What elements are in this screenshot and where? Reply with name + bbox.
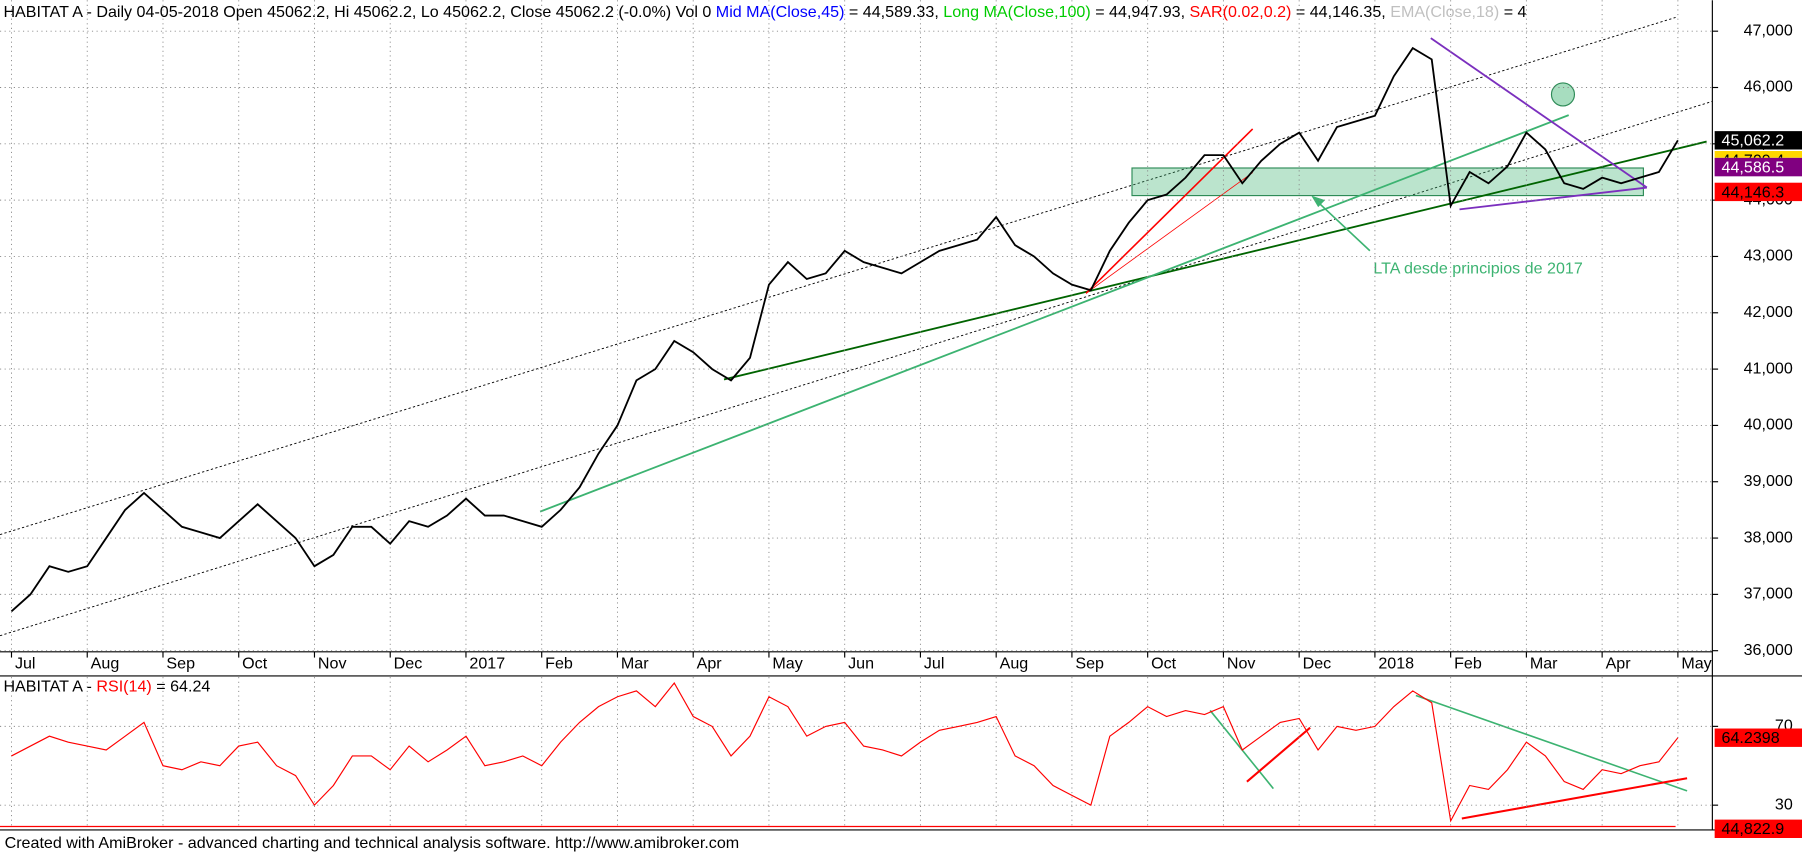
trendline-purple [1430, 37, 1648, 189]
x-tick-label: May [1681, 655, 1711, 673]
x-tick-label: Feb [545, 655, 573, 673]
y-tick-label: 46,000 [1744, 78, 1793, 96]
x-tick-label: Mar [1530, 655, 1558, 673]
title-segment: RSI(14) [96, 678, 151, 696]
x-tick-label: Sep [1075, 655, 1104, 673]
lta-trendline [539, 114, 1570, 513]
price-flag-label: 45,062.2 [1722, 132, 1785, 150]
x-tick-label: Nov [1227, 655, 1256, 673]
price-flag-label: 44,146.3 [1722, 183, 1785, 201]
y-tick-label: 47,000 [1744, 21, 1793, 39]
x-tick-label: 2018 [1378, 655, 1414, 673]
x-tick-label: Sep [166, 655, 195, 673]
series-line [11, 681, 1679, 823]
price-flag [1714, 182, 1802, 202]
y-tick-label: 42,000 [1744, 303, 1793, 321]
x-tick-label: Apr [697, 655, 723, 673]
title-segment: Mid MA(Close,45) [716, 3, 845, 21]
footer: Created with AmiBroker - advanced charti… [5, 834, 740, 852]
x-tick-label: Dec [1303, 655, 1332, 673]
x-tick-label: Nov [318, 655, 347, 673]
pane-title: HABITAT A - RSI(14) = 64.24 [3, 678, 210, 696]
y-tick-label: 41,000 [1744, 359, 1793, 377]
title-segment: HABITAT A - [3, 678, 96, 696]
x-tick-label: 2017 [469, 655, 505, 673]
y-tick-label: 36,000 [1744, 641, 1793, 659]
arrow [1315, 199, 1371, 252]
title-segment: = 44,589.33, [844, 3, 943, 21]
x-tick-label: May [772, 655, 802, 673]
x-tick-label: Oct [1151, 655, 1177, 673]
x-tick-label: Dec [394, 655, 423, 673]
title-segment: Long MA(Close,100) [943, 3, 1090, 21]
x-tick-label: Jul [15, 655, 36, 673]
bottom-flag-label: 44,822.9 [1722, 820, 1785, 838]
bottom-flag [1714, 819, 1802, 839]
price-flag-label: 64.2398 [1722, 729, 1780, 747]
title-segment: = 4 [1499, 3, 1526, 21]
channel-lower [0, 100, 1713, 637]
y-tick-label: 37,000 [1744, 585, 1793, 603]
x-tick-label: Jun [848, 655, 874, 673]
title-segment: = 44,947.93, [1091, 3, 1190, 21]
rsi-trendline [1246, 726, 1311, 783]
x-tick-label: Oct [242, 655, 268, 673]
price-flag [1714, 728, 1802, 747]
x-tick-label: Aug [91, 655, 120, 673]
y-tick-label: 39,000 [1744, 472, 1793, 490]
marker-circle [1550, 82, 1576, 107]
price-flag [1714, 131, 1802, 150]
title-segment: SAR(0.02,0.2) [1190, 3, 1292, 21]
title-segment: = 44,146.35, [1291, 3, 1390, 21]
x-tick-label: Jul [924, 655, 945, 673]
arrow-head [1311, 195, 1326, 208]
x-tick-label: Mar [621, 655, 649, 673]
price-flag [1714, 157, 1802, 177]
annotation: LTA desde principios de 2017 [1373, 259, 1583, 277]
x-tick-label: Aug [1000, 655, 1029, 673]
title-segment: = 64.24 [152, 678, 211, 696]
trendline-purple [1459, 186, 1647, 211]
y-tick-label: 30 [1775, 795, 1793, 813]
title-segment: HABITAT A - Daily 04-05-2018 Open 45062.… [3, 3, 715, 21]
price-flag-label: 44,586.5 [1722, 159, 1785, 177]
x-tick-label: Apr [1606, 655, 1632, 673]
trendline [723, 140, 1707, 381]
rsi-trendline [1461, 777, 1688, 820]
y-tick-label: 40,000 [1744, 416, 1793, 434]
y-tick-label: 38,000 [1744, 528, 1793, 546]
y-tick-label: 43,000 [1744, 247, 1793, 265]
series-line [10, 46, 1679, 612]
pane-title: HABITAT A - Daily 04-05-2018 Open 45062.… [3, 3, 1526, 21]
trendlines [0, 17, 1713, 828]
rsi-trendline [1415, 694, 1688, 792]
trendline-red-thin [1085, 172, 1253, 294]
x-tick-label: Feb [1454, 655, 1482, 673]
title-segment: EMA(Close,18) [1390, 3, 1499, 21]
